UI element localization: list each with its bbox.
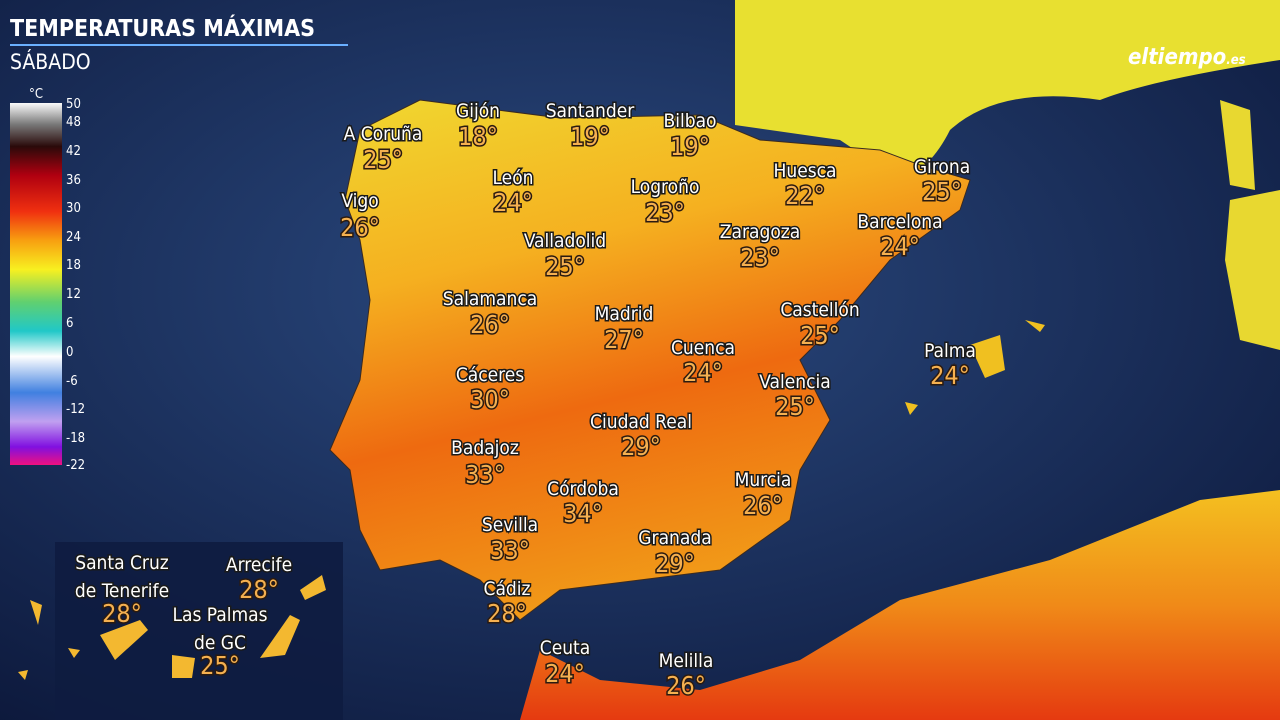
city-name: Zaragoza xyxy=(720,221,800,243)
city-temp: 25° xyxy=(363,145,403,174)
legend-tick: -18 xyxy=(66,431,85,446)
city-name: Huesca xyxy=(774,160,837,182)
city-name: Cáceres xyxy=(456,364,524,386)
city-name: Santa Cruz xyxy=(75,552,169,574)
city-temp: 26° xyxy=(470,310,510,339)
legend-tick: 50 xyxy=(66,97,81,112)
city-name: Salamanca xyxy=(443,288,537,310)
city-temp: 19° xyxy=(570,122,610,151)
city-name: Las Palmas xyxy=(172,604,267,626)
color-scale xyxy=(10,103,62,465)
legend-tick: 36 xyxy=(66,173,81,188)
city-temp: 26° xyxy=(340,213,380,242)
city-name: Ciudad Real xyxy=(590,411,692,433)
city-name: A Coruña xyxy=(344,123,423,145)
subtitle: SÁBADO xyxy=(10,49,91,74)
city-temp: 24° xyxy=(683,358,723,387)
legend-tick: 42 xyxy=(66,144,81,159)
city-temp: 29° xyxy=(621,432,661,461)
city-name: Arrecife xyxy=(226,554,292,576)
city-name: Cádiz xyxy=(484,578,531,600)
legend-tick: 12 xyxy=(66,287,81,302)
city-name: Madrid xyxy=(595,303,654,325)
city-name: Barcelona xyxy=(857,211,942,233)
city-temp: 25° xyxy=(922,177,962,206)
legend-tick: 6 xyxy=(66,316,73,331)
city-name: Badajoz xyxy=(451,437,519,459)
city-temp: 25° xyxy=(545,252,585,281)
city-temp: 24° xyxy=(545,659,585,688)
city-name: Logroño xyxy=(631,176,700,198)
city-temp: 19° xyxy=(670,132,710,161)
city-temp: 22° xyxy=(785,181,825,210)
city-name: Sevilla xyxy=(482,514,538,536)
city-name: Melilla xyxy=(659,650,714,672)
city-name: Palma xyxy=(924,340,976,362)
city-name: Cuenca xyxy=(671,337,735,359)
city-temp: 26° xyxy=(743,491,783,520)
city-name: Girona xyxy=(914,156,970,178)
legend-tick: 24 xyxy=(66,230,81,245)
city-temp: 27° xyxy=(604,325,644,354)
legend-tick: 30 xyxy=(66,201,81,216)
city-name: de GC xyxy=(194,632,246,654)
city-temp: 23° xyxy=(740,243,780,272)
title: TEMPERATURAS MÁXIMAS xyxy=(10,14,315,42)
city-temp: 29° xyxy=(655,549,695,578)
city-temp: 28° xyxy=(102,599,142,628)
city-temp: 33° xyxy=(490,536,530,565)
city-name: Castellón xyxy=(780,299,859,321)
france xyxy=(735,0,1280,180)
city-name: Santander xyxy=(546,100,636,122)
iberia xyxy=(329,99,971,621)
logo: eltiempo.es xyxy=(1128,45,1246,70)
corsica-sardinia xyxy=(1220,100,1280,350)
africa xyxy=(520,490,1280,720)
city-temp: 24° xyxy=(880,232,920,261)
city-temp: 34° xyxy=(563,499,603,528)
city-temp: 28° xyxy=(487,599,527,628)
canary-islands xyxy=(18,575,326,680)
legend-tick: -12 xyxy=(66,402,85,417)
legend-unit: °C xyxy=(29,87,43,102)
city-temp: 28° xyxy=(239,575,279,604)
city-name: León xyxy=(493,167,534,189)
city-name: Valencia xyxy=(759,371,830,393)
city-temp: 23° xyxy=(645,198,685,227)
city-name: Murcia xyxy=(735,469,792,491)
legend-tick: 48 xyxy=(66,115,81,130)
city-name: Valladolid xyxy=(524,230,606,252)
city-temp: 24° xyxy=(493,188,533,217)
city-temp: 30° xyxy=(470,385,510,414)
city-name: Gijón xyxy=(456,100,500,122)
city-temp: 25° xyxy=(800,321,840,350)
city-temp: 24° xyxy=(930,361,970,390)
legend-tick: -6 xyxy=(66,374,78,389)
legend-tick: -22 xyxy=(66,458,85,473)
city-temp: 25° xyxy=(200,651,240,680)
city-name: de Tenerife xyxy=(75,580,169,602)
city-name: Granada xyxy=(638,527,711,549)
legend-tick: 18 xyxy=(66,258,81,273)
city-temp: 26° xyxy=(666,671,706,700)
legend-tick: 0 xyxy=(66,345,73,360)
city-name: Vigo xyxy=(341,190,378,212)
city-temp: 25° xyxy=(775,392,815,421)
city-name: Bilbao xyxy=(663,110,716,132)
city-temp: 33° xyxy=(465,460,505,489)
city-name: Ceuta xyxy=(540,637,590,659)
city-name: Córdoba xyxy=(547,478,619,500)
city-temp: 18° xyxy=(458,122,498,151)
